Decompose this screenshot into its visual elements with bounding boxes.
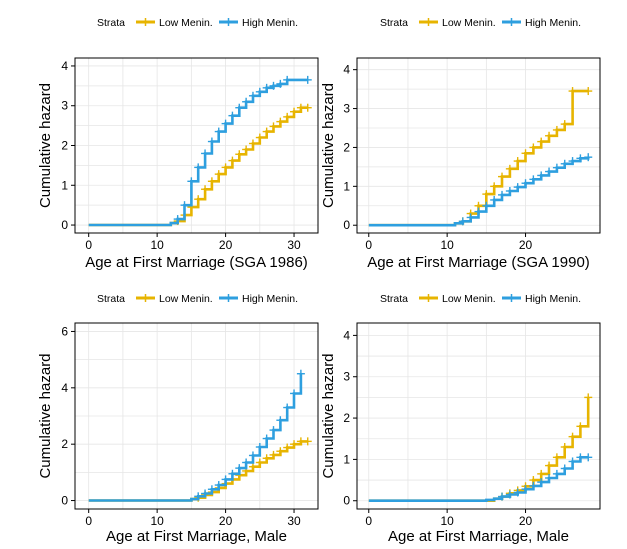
y-axis-label: Cumulative hazard <box>320 83 337 208</box>
legend-label: Low Menin. <box>442 293 496 305</box>
y-axis-label: Cumulative hazard <box>320 353 337 478</box>
y-tick-label: 3 <box>61 99 68 113</box>
legend-title: Strata <box>97 293 125 305</box>
x-tick-label: 0 <box>365 514 372 528</box>
y-axis-label: Cumulative hazard <box>37 83 54 208</box>
x-tick-label: 20 <box>219 514 233 528</box>
y-tick-label: 3 <box>343 370 350 384</box>
legend: Strata Low Menin. High Menin. <box>380 17 581 29</box>
y-tick-label: 0 <box>343 494 350 508</box>
y-tick-label: 1 <box>343 452 350 466</box>
x-tick-label: 0 <box>365 238 372 252</box>
y-tick-label: 1 <box>61 178 68 192</box>
legend-label: High Menin. <box>525 17 581 29</box>
y-tick-label: 2 <box>343 411 350 425</box>
x-tick-label: 0 <box>85 514 92 528</box>
chart-panel-4: Strata Low Menin. High Menin. 0 10 20 0 1 2 3 4 Age… <box>320 293 601 545</box>
x-tick-label: 10 <box>150 238 164 252</box>
legend: Strata Low Menin. High Menin. <box>380 293 581 305</box>
legend-label: Low Menin. <box>159 293 213 305</box>
x-tick-label: 0 <box>85 238 92 252</box>
series-line-high <box>368 456 589 502</box>
x-axis-label: Age at First Marriage, Male <box>388 528 569 545</box>
chart-panel-3: Strata Low Menin. High Menin. 0 10 20 30 0 2 4 6 Ag… <box>37 293 319 545</box>
y-tick-label: 1 <box>343 179 350 193</box>
legend: Strata Low Menin. High Menin. <box>97 293 298 305</box>
legend-title: Strata <box>380 17 408 29</box>
panel-border <box>74 322 319 510</box>
series-line-high <box>88 373 303 502</box>
series-line-low <box>88 440 308 502</box>
y-tick-label: 0 <box>61 494 68 508</box>
legend-label: High Menin. <box>242 293 298 305</box>
x-axis-label: Age at First Marriage (SGA 1990) <box>367 254 590 271</box>
chart-panel-2: Strata Low Menin. High Menin. 0 10 20 0 1 2 3 4 Age… <box>320 17 601 271</box>
x-axis-label: Age at First Marriage (SGA 1986) <box>85 254 308 271</box>
x-tick-label: 20 <box>519 514 533 528</box>
x-tick-label: 20 <box>219 238 233 252</box>
series-line-low <box>368 397 590 502</box>
panel-border <box>356 57 601 234</box>
x-tick-label: 30 <box>287 238 301 252</box>
y-tick-label: 0 <box>61 218 68 232</box>
y-tick-label: 4 <box>343 328 350 342</box>
panel-border <box>356 322 601 510</box>
y-axis-label: Cumulative hazard <box>37 353 54 478</box>
legend-label: Low Menin. <box>159 17 213 29</box>
y-tick-label: 2 <box>61 139 68 153</box>
x-tick-label: 30 <box>287 514 301 528</box>
y-tick-label: 4 <box>61 59 68 73</box>
x-tick-label: 10 <box>150 514 164 528</box>
legend-label: High Menin. <box>242 17 298 29</box>
y-tick-label: 6 <box>61 324 68 338</box>
y-tick-label: 4 <box>61 381 68 395</box>
legend-label: High Menin. <box>525 293 581 305</box>
grid <box>75 323 318 509</box>
y-tick-label: 2 <box>343 140 350 154</box>
chart-panel-1: Strata Low Menin. High Menin. 0 10 20 30 0 1 2 3 4 A… <box>37 17 319 271</box>
x-tick-label: 10 <box>440 238 454 252</box>
x-tick-label: 10 <box>440 514 454 528</box>
x-axis-label: Age at First Marriage, Male <box>106 528 287 545</box>
legend: Strata Low Menin. High Menin. <box>97 17 298 29</box>
legend-label: Low Menin. <box>442 17 496 29</box>
x-tick-label: 20 <box>519 238 533 252</box>
y-tick-label: 2 <box>61 437 68 451</box>
y-tick-label: 4 <box>343 63 350 77</box>
y-tick-label: 3 <box>343 102 350 116</box>
legend-title: Strata <box>97 17 125 29</box>
legend-title: Strata <box>380 293 408 305</box>
grid <box>357 323 600 509</box>
y-tick-label: 0 <box>343 218 350 232</box>
